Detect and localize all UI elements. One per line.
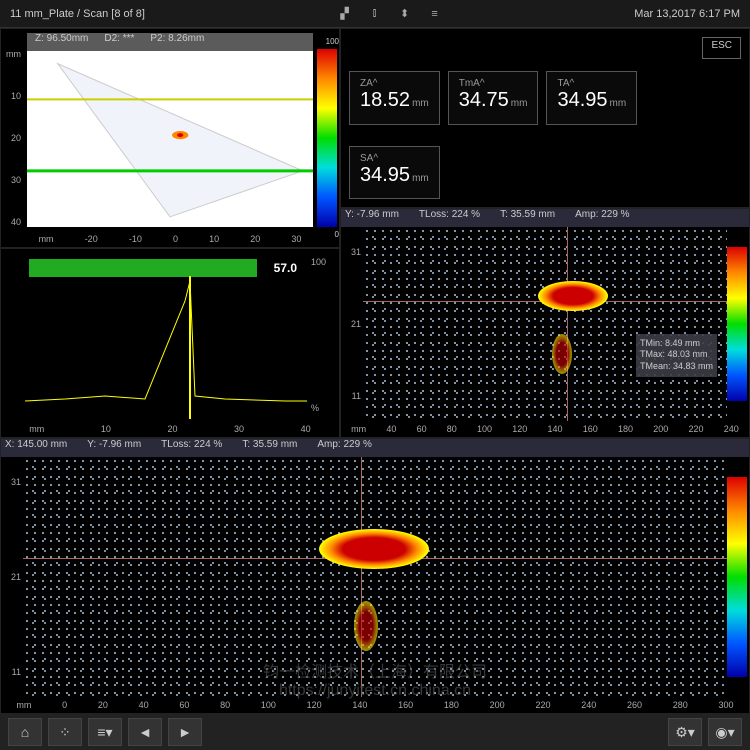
cscan-top-panel: Y: -7.96 mmTLoss: 224 %T: 35.59 mmAmp: 2… xyxy=(340,208,750,438)
metric-za[interactable]: ZA^ 18.52mm xyxy=(349,71,440,124)
cscan2-x-axis: mm02040608010012014016018020022024026028… xyxy=(1,697,749,713)
settings-button[interactable]: ⚙▾ xyxy=(668,718,702,746)
datetime-label: Mar 13,2017 6:17 PM xyxy=(634,8,740,20)
cscan1-colorbar xyxy=(727,247,747,401)
cscan1-x-axis: mm406080100120140160180200220240 xyxy=(341,421,749,437)
defect-tail xyxy=(552,334,572,374)
cscan-bottom-panel: X: 145.00 mmY: -7.96 mmTLoss: 224 %T: 35… xyxy=(0,438,750,714)
ascan-plot[interactable]: 57.0 xyxy=(25,251,307,419)
sect-d2: D2: *** xyxy=(96,33,142,51)
tool-icon-2[interactable]: ⫾ xyxy=(366,5,384,23)
cscan2-plot[interactable] xyxy=(23,457,727,697)
tool-icon-3[interactable]: ⬍ xyxy=(396,5,414,23)
metric-sa[interactable]: SA^ 34.95mm xyxy=(349,146,440,199)
defect-hotspot xyxy=(538,281,608,311)
next-button[interactable]: ► xyxy=(168,718,202,746)
bottom-toolbar: ⌂ ⁘ ≡▾ ◄ ► ⚙▾ ◉▾ xyxy=(0,714,750,750)
sect-z: Z: 96.50mm xyxy=(27,33,96,51)
metric-ta[interactable]: TA^ 34.95mm xyxy=(546,71,637,124)
cscan1-plot[interactable]: TMin: 8.49 mmTMax: 48.03 mmTMean: 34.83 … xyxy=(363,227,727,421)
ascan-x-axis: mm10203040 xyxy=(1,421,339,437)
metric-tma[interactable]: TmA^ 34.75mm xyxy=(448,71,539,124)
crosshair-v[interactable] xyxy=(361,457,362,697)
cscan2-colorbar xyxy=(727,477,747,677)
camera-button[interactable]: ◉▾ xyxy=(708,718,742,746)
tool-icon-4[interactable]: ≡ xyxy=(426,5,444,23)
stats-box: TMin: 8.49 mmTMax: 48.03 mmTMean: 34.83 … xyxy=(636,334,717,377)
sectorial-panel: mm10203040 Z: 96.50mm D2: *** P2: 8.26mm xyxy=(0,28,340,248)
defect-hotspot xyxy=(319,529,429,569)
sect-x-axis: mm-20-100102030 xyxy=(23,231,317,247)
cscan1-header: Y: -7.96 mmTLoss: 224 %T: 35.59 mmAmp: 2… xyxy=(341,209,749,227)
tool-icon-1[interactable]: ▞ xyxy=(336,5,354,23)
metrics-panel: ESC ZA^ 18.52mm TmA^ 34.75mm TA^ 34.95mm… xyxy=(340,28,750,208)
sect-y-axis: mm10203040 xyxy=(1,29,23,247)
prev-button[interactable]: ◄ xyxy=(128,718,162,746)
grid-button[interactable]: ⁘ xyxy=(48,718,82,746)
defect-tail xyxy=(354,601,378,651)
file-title: 11 mm_Plate / Scan [8 of 8] xyxy=(10,8,145,20)
sect-p2: P2: 8.26mm xyxy=(142,33,212,51)
list-button[interactable]: ≡▾ xyxy=(88,718,122,746)
sect-colorbar: 100 0 xyxy=(317,49,337,227)
sectorial-plot[interactable]: Z: 96.50mm D2: *** P2: 8.26mm xyxy=(27,33,313,227)
cscan2-header: X: 145.00 mmY: -7.96 mmTLoss: 224 %T: 35… xyxy=(1,439,749,457)
crosshair-v[interactable] xyxy=(567,227,568,421)
home-button[interactable]: ⌂ xyxy=(8,718,42,746)
ascan-panel: 57.0 100% mm10203040 xyxy=(0,248,340,438)
esc-button[interactable]: ESC xyxy=(702,37,741,59)
